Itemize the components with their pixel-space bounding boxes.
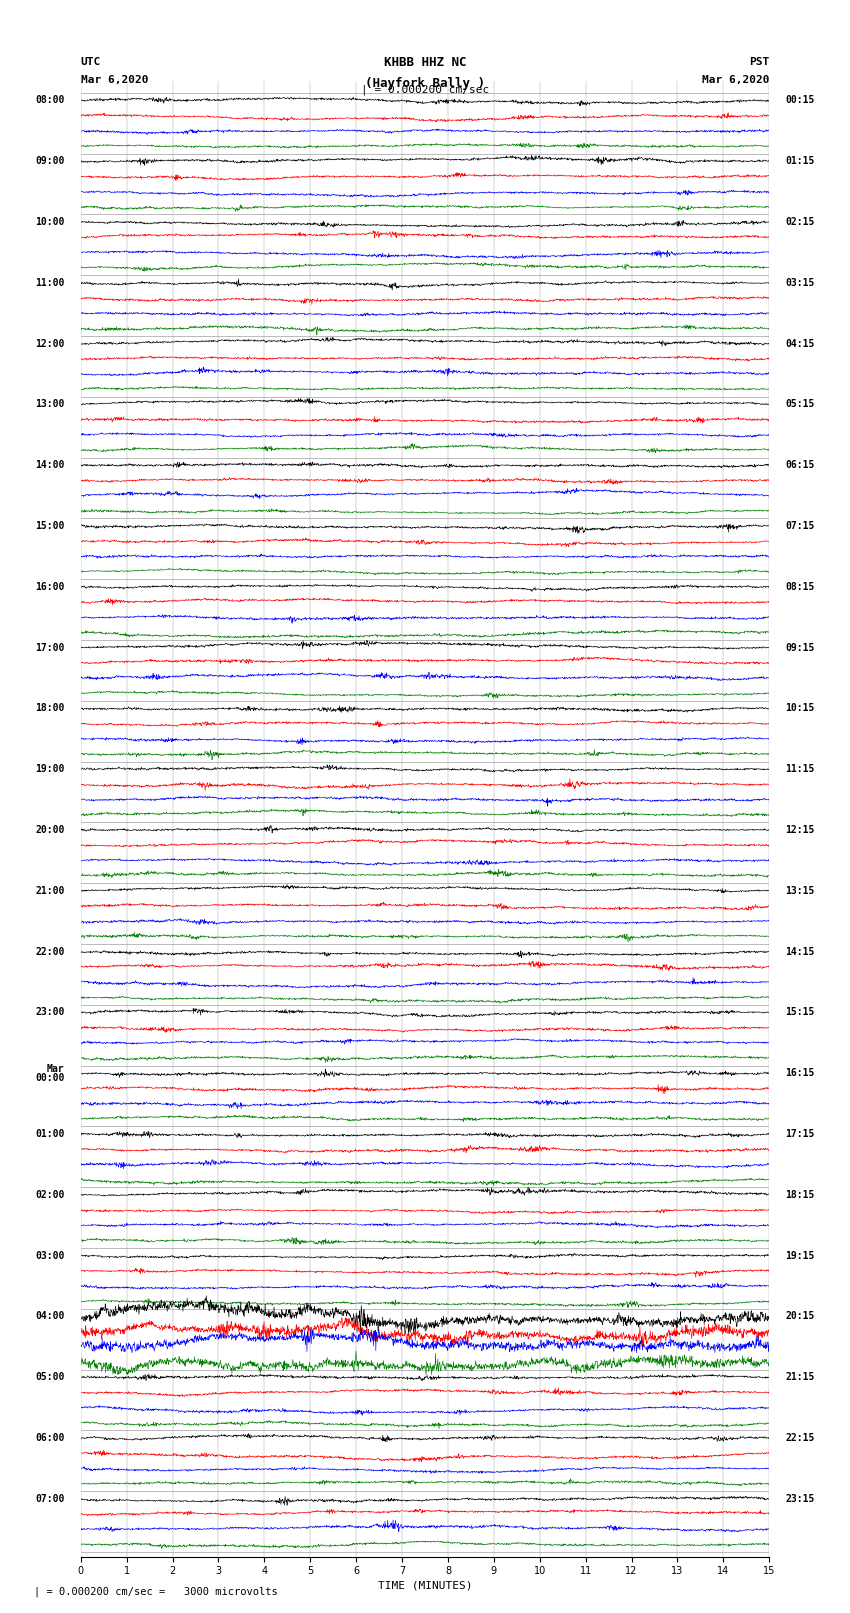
X-axis label: TIME (MINUTES): TIME (MINUTES) (377, 1581, 473, 1590)
Text: 22:00: 22:00 (36, 947, 65, 957)
Text: 12:00: 12:00 (36, 339, 65, 348)
Text: 09:00: 09:00 (36, 156, 65, 166)
Text: | = 0.000200 cm/sec: | = 0.000200 cm/sec (361, 84, 489, 95)
Text: 03:00: 03:00 (36, 1250, 65, 1261)
Text: 07:00: 07:00 (36, 1494, 65, 1503)
Text: Mar 6,2020: Mar 6,2020 (702, 76, 769, 85)
Text: | = 0.000200 cm/sec =   3000 microvolts: | = 0.000200 cm/sec = 3000 microvolts (34, 1586, 278, 1597)
Text: 13:00: 13:00 (36, 400, 65, 410)
Text: 16:00: 16:00 (36, 582, 65, 592)
Text: 02:15: 02:15 (785, 218, 814, 227)
Text: 22:15: 22:15 (785, 1432, 814, 1444)
Text: 07:15: 07:15 (785, 521, 814, 531)
Text: 03:15: 03:15 (785, 277, 814, 287)
Text: 11:15: 11:15 (785, 765, 814, 774)
Text: 19:00: 19:00 (36, 765, 65, 774)
Text: 10:00: 10:00 (36, 218, 65, 227)
Text: 21:00: 21:00 (36, 886, 65, 895)
Text: (Hayfork Bally ): (Hayfork Bally ) (365, 77, 485, 90)
Text: 20:15: 20:15 (785, 1311, 814, 1321)
Text: 08:00: 08:00 (36, 95, 65, 105)
Text: 04:00: 04:00 (36, 1311, 65, 1321)
Text: UTC: UTC (81, 56, 101, 66)
Text: 17:15: 17:15 (785, 1129, 814, 1139)
Text: 11:00: 11:00 (36, 277, 65, 287)
Text: 10:15: 10:15 (785, 703, 814, 713)
Text: 14:00: 14:00 (36, 460, 65, 471)
Text: 18:00: 18:00 (36, 703, 65, 713)
Text: 23:00: 23:00 (36, 1008, 65, 1018)
Text: 13:15: 13:15 (785, 886, 814, 895)
Text: 02:00: 02:00 (36, 1190, 65, 1200)
Text: 06:00: 06:00 (36, 1432, 65, 1444)
Text: 21:15: 21:15 (785, 1373, 814, 1382)
Text: 20:00: 20:00 (36, 824, 65, 836)
Text: 01:00: 01:00 (36, 1129, 65, 1139)
Text: 18:15: 18:15 (785, 1190, 814, 1200)
Text: 06:15: 06:15 (785, 460, 814, 471)
Text: 17:00: 17:00 (36, 642, 65, 653)
Text: 09:15: 09:15 (785, 642, 814, 653)
Text: 04:15: 04:15 (785, 339, 814, 348)
Text: PST: PST (749, 56, 769, 66)
Text: 05:00: 05:00 (36, 1373, 65, 1382)
Text: 12:15: 12:15 (785, 824, 814, 836)
Text: 00:15: 00:15 (785, 95, 814, 105)
Text: 14:15: 14:15 (785, 947, 814, 957)
Text: Mar 6,2020: Mar 6,2020 (81, 76, 148, 85)
Text: 05:15: 05:15 (785, 400, 814, 410)
Text: 08:15: 08:15 (785, 582, 814, 592)
Text: 15:15: 15:15 (785, 1008, 814, 1018)
Text: 19:15: 19:15 (785, 1250, 814, 1261)
Text: 16:15: 16:15 (785, 1068, 814, 1077)
Text: KHBB HHZ NC: KHBB HHZ NC (383, 55, 467, 69)
Text: 23:15: 23:15 (785, 1494, 814, 1503)
Text: 01:15: 01:15 (785, 156, 814, 166)
Text: Mar
00:00: Mar 00:00 (36, 1063, 65, 1082)
Text: 15:00: 15:00 (36, 521, 65, 531)
